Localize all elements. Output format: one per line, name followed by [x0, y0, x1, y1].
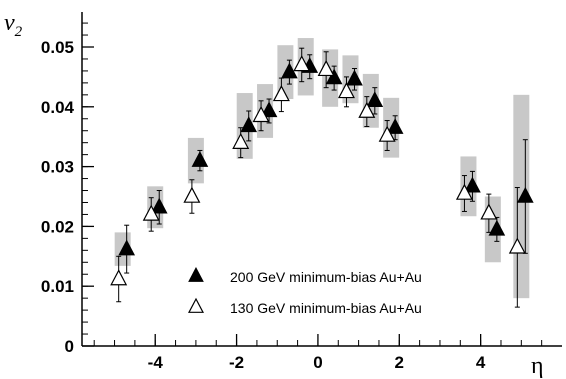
legend: 200 GeV minimum-bias Au+Au 130 GeV minim… — [188, 266, 422, 316]
axes — [81, 12, 562, 347]
marker-filled-triangle — [366, 91, 384, 108]
x-tick-label: -4 — [148, 353, 164, 372]
legend-marker-filled-triangle — [188, 266, 204, 282]
y-tick-label: 0.03 — [41, 158, 74, 177]
marker-filled-triangle — [281, 62, 298, 79]
systematic-error-bands — [114, 38, 530, 299]
marker-open-triangle — [272, 85, 290, 102]
y-axis-title-main: v — [4, 10, 15, 36]
marker-filled-triangle — [240, 116, 258, 133]
marker-filled-triangle — [150, 197, 168, 214]
marker-filled-triangle — [346, 69, 363, 86]
marker-filled-triangle — [325, 68, 343, 85]
y-axis-title-subscript: 2 — [15, 24, 23, 40]
marker-open-triangle — [455, 183, 473, 200]
marker-open-triangle — [480, 203, 498, 220]
x-tick-label: 0 — [313, 353, 322, 372]
y-tick-label: 0.05 — [41, 38, 74, 57]
x-axis-title: η — [531, 353, 544, 379]
marker-filled-triangle — [488, 219, 506, 236]
y-tick-label: 0 — [65, 337, 74, 356]
marker-filled-triangle — [464, 176, 481, 193]
data-points — [110, 55, 534, 286]
x-tick-label: -2 — [229, 353, 244, 372]
marker-filled-triangle — [260, 101, 278, 118]
marker-filled-triangle — [191, 150, 209, 167]
x-tick-label: 2 — [395, 353, 404, 372]
y-tick-label: 0.02 — [41, 217, 74, 236]
y-tick-label: 0.01 — [41, 277, 74, 296]
marker-open-triangle — [317, 59, 335, 77]
marker-filled-triangle — [118, 239, 136, 256]
marker-open-triangle — [252, 105, 270, 123]
marker-open-triangle — [142, 204, 160, 221]
marker-open-triangle — [110, 269, 128, 286]
marker-open-triangle — [293, 55, 311, 72]
marker-open-triangle — [508, 237, 526, 254]
y-tick-label: 0.04 — [41, 98, 75, 117]
axis-ticks: 0 0.01 0.02 0.03 0.04 0.05 -4 -2 0 2 4 — [41, 22, 543, 372]
marker-open-triangle — [378, 125, 396, 142]
x-tick-label: 4 — [476, 353, 486, 372]
marker-open-triangle — [232, 132, 250, 149]
marker-filled-triangle — [516, 186, 534, 203]
legend-entry-130gev: 130 GeV minimum-bias Au+Au — [230, 300, 422, 316]
marker-open-triangle — [337, 82, 355, 99]
legend-marker-open-triangle — [188, 297, 204, 313]
y-axis-title: v2 — [4, 10, 23, 40]
marker-open-triangle — [183, 186, 201, 203]
marker-filled-triangle — [386, 118, 404, 134]
marker-open-triangle — [358, 101, 376, 118]
legend-entry-200gev: 200 GeV minimum-bias Au+Au — [230, 269, 422, 285]
